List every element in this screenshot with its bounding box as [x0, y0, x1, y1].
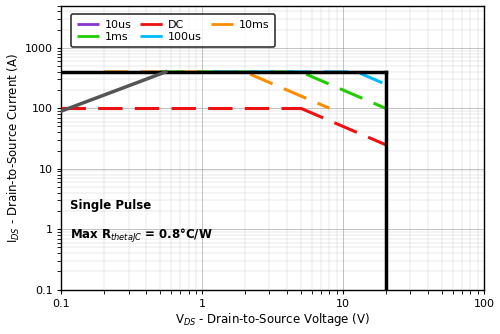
Text: Single Pulse: Single Pulse — [70, 199, 151, 212]
Y-axis label: I$_{DS}$ - Drain-to-Source Current (A): I$_{DS}$ - Drain-to-Source Current (A) — [6, 52, 22, 243]
Legend: 10us, 1ms, DC, 100us, 10ms: 10us, 1ms, DC, 100us, 10ms — [71, 14, 275, 47]
Text: Max R$_{thetaJC}$ = 0.8°C/W: Max R$_{thetaJC}$ = 0.8°C/W — [70, 227, 212, 245]
X-axis label: V$_{DS}$ - Drain-to-Source Voltage (V): V$_{DS}$ - Drain-to-Source Voltage (V) — [175, 311, 370, 328]
